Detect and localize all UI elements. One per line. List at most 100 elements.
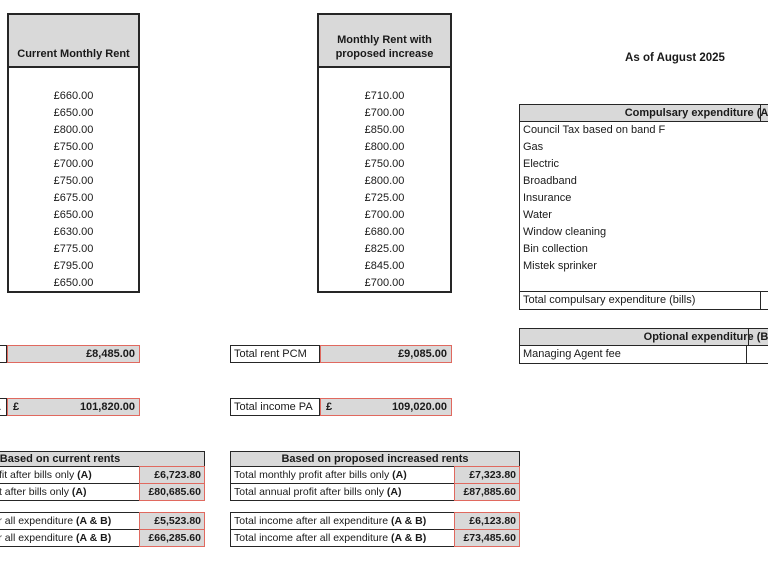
summary-value-cell[interactable]: £5,523.80	[139, 512, 205, 530]
summary-label-cell[interactable]: Total income after all expenditure (A & …	[230, 529, 455, 547]
column-divider	[760, 292, 761, 309]
summary-row: Total income after all expenditure (A & …	[0, 529, 205, 547]
summary-label-cell[interactable]: Total annual profit after bills only (A)	[230, 483, 455, 501]
summary-value-cell[interactable]: £6,723.80	[139, 466, 205, 484]
expenditure-item-cell[interactable]: Insurance	[523, 192, 572, 204]
total-income-pa-text: Total income PA	[234, 401, 313, 413]
rent-cell[interactable]: £750.00	[364, 158, 405, 170]
summary-row: Total monthly profit after bills only (A…	[0, 466, 205, 484]
total-rent-pcm-value-proposed[interactable]: £9,085.00	[320, 345, 452, 363]
summary-row: Total income after all expenditure (A & …	[0, 512, 205, 530]
summary-header-label: Based on proposed increased rents	[281, 453, 469, 465]
compulsory-expenditure-table: Compulsary expenditure (A) Council Tax b…	[519, 104, 768, 310]
rent-cell[interactable]: £700.00	[364, 277, 405, 289]
summary-value-cell[interactable]: £6,123.80	[454, 512, 520, 530]
rent-cell[interactable]: £775.00	[53, 243, 94, 255]
summary-label-cell[interactable]: Total income after all expenditure (A & …	[230, 512, 455, 530]
rent-cell[interactable]: £800.00	[364, 141, 405, 153]
summary-current-bills-rows: Total monthly profit after bills only (A…	[0, 466, 205, 501]
proposed-rent-header-label: Monthly Rent with proposed increase	[335, 34, 434, 60]
expenditure-item-cell[interactable]: Electric	[523, 158, 560, 170]
proposed-rent-values: £710.00 £700.00 £850.00 £800.00 £750.00 …	[319, 68, 450, 292]
total-income-pa-text: Total income PA	[0, 401, 1, 413]
rent-cell[interactable]: £660.00	[53, 90, 94, 102]
total-income-pa-label-current[interactable]: Total income PA	[0, 398, 7, 416]
summary-label-cell[interactable]: Total monthly profit after bills only (A…	[230, 466, 455, 484]
rent-cell[interactable]: £850.00	[364, 124, 405, 136]
total-rent-pcm-label-proposed[interactable]: Total rent PCM	[230, 345, 320, 363]
currency-symbol: £	[326, 401, 333, 413]
as-of-label: As of August 2025	[625, 52, 725, 64]
expenditure-item-cell[interactable]: Window cleaning	[523, 226, 607, 238]
summary-proposed-bills-rows: Total monthly profit after bills only (A…	[230, 466, 520, 501]
total-income-pa-amount: 109,020.00	[391, 401, 447, 413]
managing-agent-fee-row[interactable]: Managing Agent fee	[520, 346, 768, 363]
summary-current-table: Based on current rents Total monthly pro…	[0, 451, 205, 547]
summary-value-cell[interactable]: £73,485.60	[454, 529, 520, 547]
expenditure-item-cell[interactable]: Bin collection	[523, 243, 588, 255]
summary-value-cell[interactable]: £80,685.60	[139, 483, 205, 501]
optional-expenditure-table: Optional expenditure (B) Managing Agent …	[519, 328, 768, 364]
rent-cell[interactable]: £800.00	[364, 175, 405, 187]
total-rent-pcm-label-current[interactable]: Total rent PCM	[0, 345, 7, 363]
summary-proposed-table: Based on proposed increased rents Total …	[230, 451, 520, 547]
total-income-pa-value-proposed[interactable]: £ 109,020.00	[320, 398, 452, 416]
total-income-pa-amount: 101,820.00	[79, 401, 135, 413]
expenditure-item-cell[interactable]: Mistek sprinker	[523, 260, 597, 272]
total-rent-pcm-amount: £9,085.00	[398, 348, 447, 360]
expenditure-item-cell[interactable]: Council Tax based on band F	[523, 124, 666, 136]
rent-cell[interactable]: £845.00	[364, 260, 405, 272]
proposed-rent-column: Monthly Rent with proposed increase £710…	[317, 13, 452, 293]
rent-cell[interactable]: £710.00	[364, 90, 405, 102]
total-compulsory-label: Total compulsary expenditure (bills)	[523, 294, 696, 306]
rent-cell[interactable]: £725.00	[364, 192, 405, 204]
rent-cell[interactable]: £700.00	[364, 209, 405, 221]
summary-proposed-all-rows: Total income after all expenditure (A & …	[230, 512, 520, 547]
optional-expenditure-header[interactable]: Optional expenditure (B)	[520, 329, 768, 346]
summary-label-cell[interactable]: Total income after all expenditure (A & …	[0, 529, 140, 547]
total-rent-pcm-value-current[interactable]: £8,485.00	[7, 345, 140, 363]
total-income-pa-value-current[interactable]: £ 101,820.00	[7, 398, 140, 416]
rent-cell[interactable]: £700.00	[53, 158, 94, 170]
compulsory-expenditure-items: Council Tax based on band F Gas Electric…	[520, 122, 768, 275]
current-rent-header-label: Current Monthly Rent	[17, 48, 130, 60]
current-rent-column: Current Monthly Rent £660.00 £650.00 £80…	[7, 13, 140, 293]
summary-proposed-header[interactable]: Based on proposed increased rents	[230, 451, 520, 468]
total-income-pa-label-proposed[interactable]: Total income PA	[230, 398, 320, 416]
summary-value-cell[interactable]: £7,323.80	[454, 466, 520, 484]
rent-cell[interactable]: £630.00	[53, 226, 94, 238]
column-divider	[746, 346, 747, 363]
expenditure-item-cell[interactable]: Broadband	[523, 175, 577, 187]
rent-cell[interactable]: £650.00	[53, 209, 94, 221]
rent-cell[interactable]: £750.00	[53, 175, 94, 187]
summary-label-cell[interactable]: Total monthly profit after bills only (A…	[0, 466, 140, 484]
summary-row: Total income after all expenditure (A & …	[230, 529, 520, 547]
summary-value-cell[interactable]: £87,885.60	[454, 483, 520, 501]
expenditure-item-cell[interactable]: Water	[523, 209, 552, 221]
rent-cell[interactable]: £795.00	[53, 260, 94, 272]
column-divider	[760, 105, 761, 121]
summary-value-cell[interactable]: £66,285.60	[139, 529, 205, 547]
summary-label-cell[interactable]: Total income after all expenditure (A & …	[0, 512, 140, 530]
compulsory-expenditure-header-label: Compulsary expenditure (A)	[624, 107, 768, 119]
rent-cell[interactable]: £825.00	[364, 243, 405, 255]
summary-row: Total annual profit after bills only (A)…	[0, 483, 205, 501]
total-rent-pcm-text: Total rent PCM	[234, 348, 307, 360]
current-rent-header[interactable]: Current Monthly Rent	[9, 15, 138, 68]
total-compulsory-row[interactable]: Total compulsary expenditure (bills)	[520, 291, 768, 309]
rent-cell[interactable]: £675.00	[53, 192, 94, 204]
column-divider	[748, 329, 749, 345]
summary-current-all-rows: Total income after all expenditure (A & …	[0, 512, 205, 547]
rent-cell[interactable]: £750.00	[53, 141, 94, 153]
rent-cell[interactable]: £680.00	[364, 226, 405, 238]
rent-cell[interactable]: £650.00	[53, 277, 94, 289]
currency-symbol: £	[13, 401, 20, 413]
compulsory-expenditure-header[interactable]: Compulsary expenditure (A)	[520, 105, 768, 122]
expenditure-item-cell[interactable]: Gas	[523, 141, 544, 153]
summary-label-cell[interactable]: Total annual profit after bills only (A)	[0, 483, 140, 501]
rent-cell[interactable]: £700.00	[364, 107, 405, 119]
rent-cell[interactable]: £800.00	[53, 124, 94, 136]
rent-cell[interactable]: £650.00	[53, 107, 94, 119]
proposed-rent-header[interactable]: Monthly Rent with proposed increase	[319, 15, 450, 68]
